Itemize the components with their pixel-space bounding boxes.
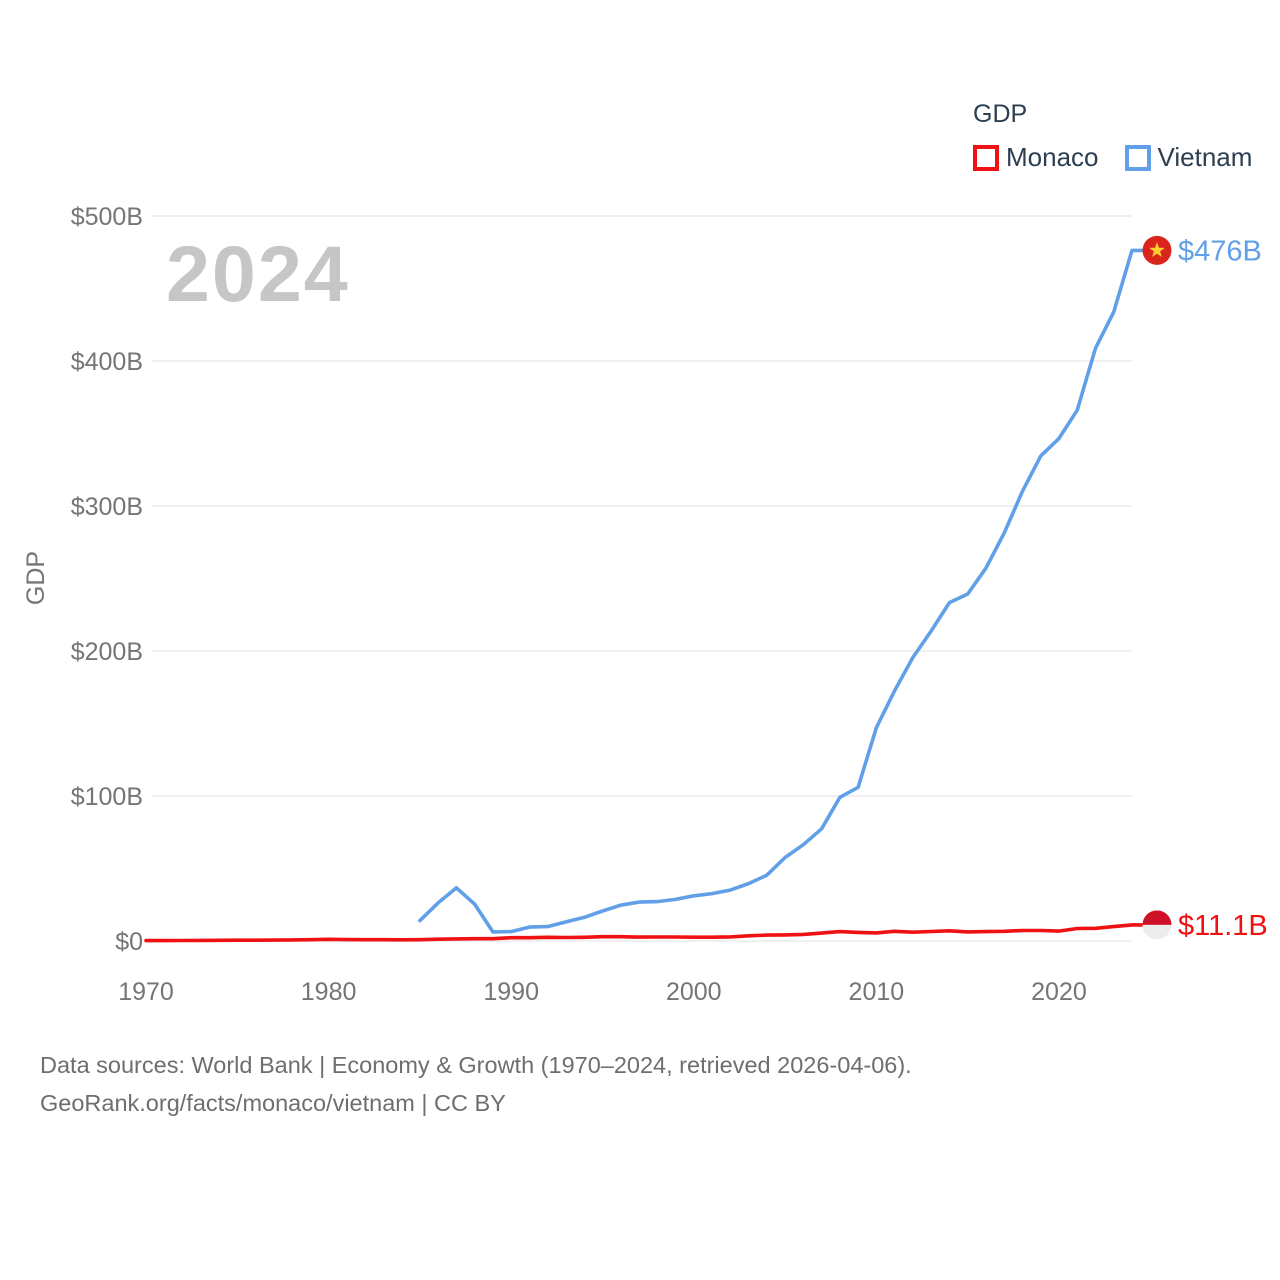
x-tick-label: 1980 [301,978,357,1006]
x-tick-label: 1970 [118,978,174,1006]
x-axis-tick-labels: 1970 1980 1990 2000 2010 2020 [118,978,1087,1006]
monaco-line [144,923,1145,943]
y-axis-label: GDP [22,551,50,605]
legend-item-label: Vietnam [1157,142,1253,172]
y-tick-label: $300B [71,493,143,521]
legend-item-monaco[interactable]: Monaco [973,142,1099,173]
y-tick-label: $200B [71,638,143,666]
x-tick-label: 2020 [1031,978,1087,1006]
y-tick-label: $0 [115,928,143,956]
x-tick-label: 1990 [483,978,539,1006]
y-axis-tick-labels: $0 $100B $200B $300B $400B $500B [71,203,143,956]
gdp-line-chart: $0 $100B $200B $300B $400B $500B 1970 1980 1990 2… [22,203,1268,1006]
footer: Data sources: World Bank | Economy & Gro… [40,1046,912,1122]
vietnam-legend-swatch-icon [1124,144,1151,171]
legend-item-vietnam[interactable]: Vietnam [1124,142,1253,173]
monaco-legend-swatch-icon [973,144,999,171]
attribution-line: GeoRank.org/facts/monaco/vietnam | CC BY [40,1090,506,1116]
y-tick-label: $500B [71,203,143,231]
y-tick-label: $100B [71,783,143,811]
vietnam-end-value-label: $476B [1178,235,1262,267]
monaco-flag-icon [1142,910,1172,940]
y-tick-label: $400B [71,348,143,376]
x-tick-label: 2010 [849,978,905,1006]
vietnam-flag-icon [1142,235,1172,265]
monaco-end-value-label: $11.1B [1178,910,1268,942]
vietnam-line [418,248,1145,934]
data-sources-line: Data sources: World Bank | Economy & Gro… [40,1052,912,1078]
x-tick-label: 2000 [666,978,722,1006]
gridlines [152,215,1132,942]
legend-items: Monaco Vietnam [973,142,1252,173]
chart-legend: GDP Monaco Vietnam [973,100,1252,173]
legend-item-label: Monaco [1006,142,1099,172]
legend-title: GDP [973,100,1028,128]
watermark-year: 2024 [166,229,350,318]
